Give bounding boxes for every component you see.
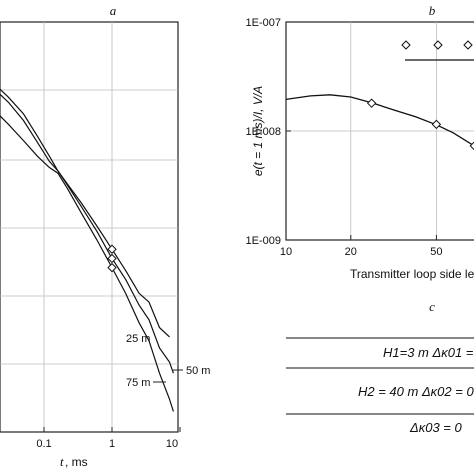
point-diamond-1: [431, 119, 442, 130]
x-tick-label-1: 1: [109, 438, 115, 450]
curve-label-75m: 75 m: [126, 377, 150, 389]
marker-diamond-2: [107, 262, 117, 273]
panel-a-x-axis-label: t , ms: [60, 454, 88, 469]
panel-a-lines: [0, 88, 174, 412]
layer-3-params: Δκ03 = 0: [409, 420, 462, 435]
layer-1-params: H1=3 m Δκ01 =: [383, 345, 474, 360]
y-tick-label-0: 1E-007: [246, 17, 281, 29]
panel-a-frame: [0, 21, 179, 433]
panel-b-label: b: [429, 3, 436, 18]
point-diamond-2: [469, 141, 474, 151]
panel-b-x-axis-label: Transmitter loop side le: [350, 267, 474, 281]
layer-2-params: H2 = 40 m Δκ02 = 0.03: [358, 384, 474, 399]
legend-diamond-0: [401, 40, 411, 50]
panel-a-markers: [107, 244, 117, 273]
point-diamond-0: [366, 98, 377, 108]
panel-b-legend: [401, 40, 474, 61]
curve-label-50m: 50 m: [186, 365, 210, 377]
x-tick-label-2: 10: [166, 438, 178, 450]
panel-a-label: a: [110, 3, 117, 18]
panel-a: a 0.1 1 10 25 m 50 m 75 m t , ms: [0, 3, 210, 469]
panel-b-y-ticks: 1E-007 1E-008 1E-009: [246, 17, 291, 247]
panel-b-points: [366, 98, 474, 151]
curve-25m: [0, 88, 170, 338]
panel-b: b 1E-007 1E-008 1E-009 10 20 50 e(t = 1 ms)/…: [246, 3, 474, 281]
panel-c-label: c: [429, 299, 435, 314]
panel-b-y-axis-label: e(t = 1 ms)/I, V/A: [251, 86, 265, 176]
x-axis-label-unit: , ms: [65, 455, 88, 469]
panel-c: c H1=3 m Δκ01 = H2 = 40 m Δκ02 = 0.03 Δκ…: [286, 299, 474, 435]
curve-label-25m: 25 m: [126, 333, 150, 345]
y-tick-label-1: 1E-008: [246, 126, 281, 138]
x-tick-label-0: 10: [280, 246, 292, 258]
marker-diamond-0: [107, 244, 117, 254]
y-tick-label-2: 1E-009: [246, 235, 281, 247]
panel-a-grid: [0, 22, 178, 432]
panel-b-fit-curve: [285, 94, 474, 147]
x-tick-label-0: 0.1: [36, 438, 51, 450]
panel-b-grid: [286, 22, 474, 240]
legend-diamond-1: [433, 40, 443, 50]
x-tick-label-2: 50: [430, 246, 442, 258]
marker-diamond-1: [107, 253, 117, 264]
panel-a-x-ticks: 0.1 1 10: [36, 427, 181, 450]
panel-b-x-ticks: 10 20 50: [280, 235, 443, 258]
curve-75m: [0, 115, 174, 412]
x-axis-label-var: t: [60, 454, 64, 469]
curve-50m: [0, 93, 174, 374]
x-tick-label-1: 20: [345, 246, 357, 258]
legend-diamond-2: [463, 40, 473, 50]
